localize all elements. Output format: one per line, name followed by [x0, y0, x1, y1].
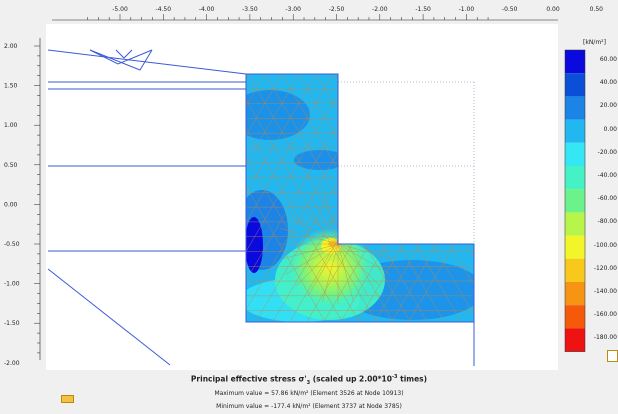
legend-swatch — [565, 258, 585, 282]
left-ruler-label: 0.50 — [4, 162, 18, 169]
geometry-lines — [47, 49, 475, 366]
legend-label: 20.00 — [599, 102, 617, 110]
left-ruler: 2.00 1.50 1.00 0.50 0.00 -0.50 -1.00 -1.50 -2.00 — [4, 38, 41, 367]
legend-label: -140.00 — [593, 288, 617, 295]
legend-swatch — [565, 328, 585, 352]
top-ruler-label: -3.00 — [285, 6, 301, 13]
top-ruler-label: -4.50 — [156, 6, 172, 13]
legend-swatch — [565, 50, 585, 74]
color-legend — [564, 49, 586, 352]
top-ruler-label: -1.50 — [415, 6, 431, 13]
left-ruler-label: -2.00 — [4, 360, 20, 367]
legend-label: 40.00 — [599, 79, 617, 87]
left-ruler-label: -0.50 — [4, 241, 20, 248]
legend-unit: [kN/m²] — [583, 39, 606, 46]
legend-label: 60.00 — [599, 56, 617, 63]
legend-label: -20.00 — [597, 148, 617, 156]
legend-swatch — [565, 212, 585, 236]
legend-label: -60.00 — [597, 195, 617, 203]
top-ruler-label: -2.50 — [329, 6, 345, 13]
legend-label: -180.00 — [593, 334, 617, 342]
legend-label: -160.00 — [593, 311, 617, 319]
plot-title: Principal effective stress σ'3 (scaled u… — [190, 374, 428, 386]
left-ruler-label: 1.00 — [4, 122, 18, 129]
legend-label: 0.00 — [603, 125, 617, 133]
top-ruler-label: -4.00 — [199, 6, 215, 13]
guide-lines — [338, 81, 475, 244]
left-ruler-label: -1.50 — [4, 320, 20, 327]
top-ruler-label: -5.00 — [112, 6, 128, 13]
top-ruler-label: -3.50 — [242, 6, 258, 13]
legend-swatch — [565, 142, 585, 166]
warning-icon[interactable] — [61, 395, 74, 403]
min-value-text: Minimum value = -177.4 kN/m² (Element 37… — [216, 403, 402, 410]
top-ruler: -5.00 -4.50 -4.00 -3.50 -3.00 -2.50 -2.00 -1.50… — [52, 6, 604, 21]
legend-swatch — [565, 73, 585, 97]
top-ruler-label: -1.00 — [459, 6, 475, 13]
legend-label: -100.00 — [593, 241, 617, 249]
left-ruler-label: -1.00 — [4, 281, 20, 288]
top-ruler-label: -2.00 — [372, 6, 388, 13]
legend-swatch — [565, 189, 585, 213]
left-ruler-label: 1.50 — [4, 83, 18, 90]
legend-label: -120.00 — [593, 264, 617, 272]
legend-label: -40.00 — [597, 172, 617, 179]
legend-swatch — [565, 305, 585, 329]
top-ruler-label: 0.50 — [590, 6, 604, 13]
left-ruler-label: 0.00 — [4, 201, 18, 208]
legend-swatch — [565, 282, 585, 306]
max-value-text: Maximum value = 57.86 kN/m² (Element 352… — [214, 390, 404, 397]
legend-label: -80.00 — [597, 218, 617, 226]
legend-swatch — [565, 166, 585, 190]
legend-swatch — [565, 96, 585, 120]
legend-swatch — [565, 235, 585, 259]
clipboard-icon[interactable] — [607, 350, 618, 362]
top-ruler-label: 0.00 — [546, 6, 560, 13]
legend-swatch — [565, 119, 585, 143]
left-ruler-label: 2.00 — [4, 43, 18, 50]
top-ruler-label: -0.50 — [502, 6, 518, 13]
